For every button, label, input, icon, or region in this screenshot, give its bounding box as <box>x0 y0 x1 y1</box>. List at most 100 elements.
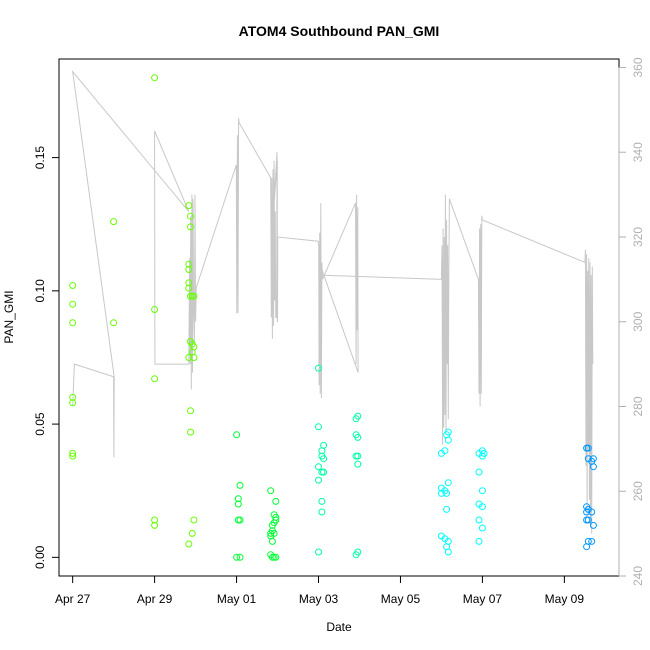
data-point <box>315 463 322 471</box>
data-point <box>272 553 280 561</box>
data-point <box>190 516 198 524</box>
y-axis-left: 0.00 0.05 0.10 0.15 <box>33 146 60 569</box>
data-point <box>190 292 198 300</box>
data-point <box>444 428 452 436</box>
data-point <box>320 441 328 449</box>
x-tick-label: May 01 <box>217 592 257 606</box>
scatter-series <box>69 74 597 561</box>
data-point <box>478 487 486 495</box>
data-point <box>190 354 198 361</box>
data-point <box>234 500 242 508</box>
data-point <box>69 282 77 289</box>
data-point <box>584 516 592 524</box>
data-point <box>584 537 592 545</box>
data-point <box>588 537 596 545</box>
data-point <box>236 481 244 489</box>
data-point <box>315 364 322 372</box>
x-tick-label: May 05 <box>381 592 421 606</box>
y-axis-label: PAN_GMI <box>2 290 16 343</box>
data-point <box>272 513 280 521</box>
y2-tick-label: 340 <box>631 142 645 162</box>
data-point <box>318 508 326 516</box>
data-point <box>444 548 452 556</box>
data-point <box>236 516 244 524</box>
chart-title: ATOM4 Southbound PAN_GMI <box>239 23 440 39</box>
data-point <box>478 524 486 532</box>
data-point <box>318 497 326 505</box>
data-point <box>443 489 451 497</box>
data-point <box>190 343 198 351</box>
data-point <box>233 553 241 561</box>
x-tick-label: May 03 <box>299 592 339 606</box>
data-point <box>151 375 159 383</box>
data-point <box>236 553 244 561</box>
y2-tick-label: 360 <box>631 57 645 77</box>
data-point <box>584 444 592 452</box>
y-tick-label: 0.05 <box>33 412 47 436</box>
data-point <box>315 423 322 431</box>
data-point <box>272 497 280 505</box>
y-tick-label: 0.15 <box>33 146 47 170</box>
data-point <box>69 452 77 460</box>
data-point <box>589 521 597 529</box>
x-tick-label: Apr 27 <box>55 592 91 606</box>
data-point <box>444 436 452 444</box>
data-point <box>267 487 275 495</box>
data-point <box>475 468 483 476</box>
data-point <box>185 266 193 273</box>
data-point <box>320 455 328 463</box>
data-point <box>185 202 193 210</box>
y-axis-right: 240 260 280 300 320 340 360 <box>618 57 645 586</box>
data-point <box>185 279 193 287</box>
data-point <box>187 407 194 415</box>
data-point <box>69 300 77 308</box>
data-point <box>354 433 362 441</box>
data-point <box>69 399 77 407</box>
x-axis: Apr 27 Apr 29 May 01 May 03 May 05 May 07 May … <box>55 575 585 606</box>
y2-tick-label: 300 <box>631 311 645 331</box>
data-point <box>475 516 483 524</box>
data-point <box>234 495 242 503</box>
data-point <box>268 537 276 545</box>
data-point <box>187 223 194 231</box>
x-tick-label: May 09 <box>545 592 585 606</box>
data-point <box>589 463 597 471</box>
data-point <box>272 516 280 524</box>
data-point <box>354 412 362 420</box>
y-tick-label: 0.00 <box>33 545 47 569</box>
x-tick-label: Apr 29 <box>137 592 173 606</box>
data-point <box>443 505 451 513</box>
data-point <box>480 449 488 457</box>
data-point <box>354 452 362 460</box>
data-point <box>478 503 486 511</box>
data-point <box>588 508 596 516</box>
data-point <box>69 449 77 457</box>
data-point <box>185 260 193 268</box>
data-point <box>475 537 483 545</box>
y2-tick-label: 260 <box>631 481 645 501</box>
data-point <box>444 479 452 487</box>
data-point <box>185 540 193 548</box>
data-point <box>110 319 118 327</box>
data-point <box>441 447 449 455</box>
data-point <box>151 306 159 313</box>
data-point <box>151 521 159 529</box>
x-tick-label: May 07 <box>463 592 503 606</box>
data-point <box>151 516 159 524</box>
data-point <box>320 468 328 476</box>
line-series <box>71 70 594 534</box>
y2-tick-label: 280 <box>631 396 645 416</box>
data-point <box>187 428 194 436</box>
y2-tick-label: 320 <box>631 227 645 247</box>
x-axis-label: Date <box>326 620 352 634</box>
data-point <box>233 431 241 439</box>
data-point <box>270 529 278 537</box>
data-point <box>185 354 193 361</box>
data-point <box>354 460 362 468</box>
data-point <box>110 218 118 226</box>
data-point <box>589 455 597 463</box>
data-point <box>188 529 196 537</box>
data-point <box>151 74 159 82</box>
y-tick-label: 0.10 <box>33 279 47 303</box>
